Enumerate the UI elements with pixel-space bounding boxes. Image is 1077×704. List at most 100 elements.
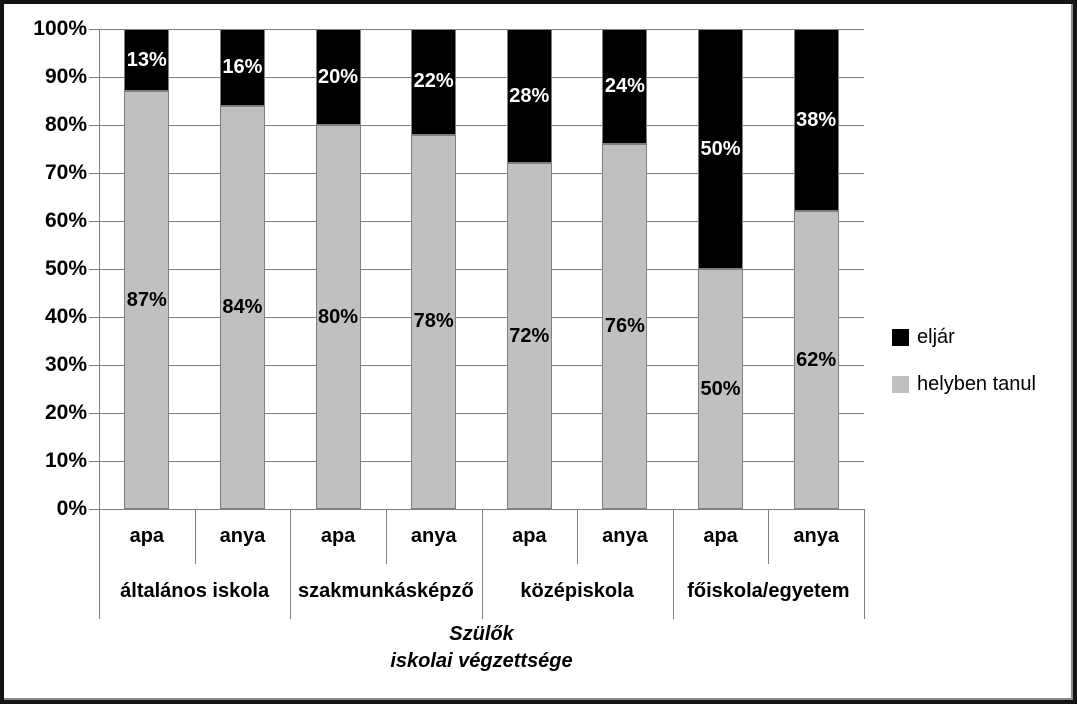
y-tick-mark xyxy=(89,413,99,414)
x-sub-label-6-anya: anya xyxy=(602,525,648,547)
y-tick-mark xyxy=(89,221,99,222)
y-tick-label: 40% xyxy=(44,305,87,328)
segment-helyben-tanul: 62% xyxy=(793,211,839,509)
gridline xyxy=(99,461,864,462)
y-tick-label: 100% xyxy=(33,17,87,40)
segment-value-label: 38% xyxy=(796,108,837,131)
legend: eljár helyben tanul xyxy=(892,322,1036,399)
x-axis-title: Szülők iskolai végzettsége xyxy=(99,621,864,675)
segment-helyben-tanul: 72% xyxy=(506,163,552,509)
y-tick-label: 80% xyxy=(44,113,87,136)
bar-kozepiskola-anya: 24% 76% xyxy=(602,29,648,509)
plot-area: 13% 87% 16% 84% 20% 80% 22% 78% 28% 72% 24% 76% 50% 5… xyxy=(99,29,864,510)
y-tick-mark xyxy=(89,509,99,510)
y-tick-mark xyxy=(89,173,99,174)
x-group-label-altalanos-iskola: általános iskola xyxy=(120,580,270,602)
y-tick-label: 50% xyxy=(44,257,87,280)
x-sub-label-8-anya: anya xyxy=(793,525,839,547)
segment-value-label: 87% xyxy=(126,288,167,311)
x-sub-label-1-apa: apa xyxy=(129,525,165,547)
segment-eljar: 38% xyxy=(793,29,839,212)
x-axis-title-line1: Szülők xyxy=(449,623,514,645)
segment-value-label: 78% xyxy=(413,310,454,333)
segment-value-label: 50% xyxy=(700,137,741,160)
segment-helyben-tanul: 87% xyxy=(124,91,170,509)
y-tick-label: 90% xyxy=(44,65,87,88)
legend-label: eljár xyxy=(917,325,955,348)
gridline xyxy=(99,365,864,366)
gridline xyxy=(99,269,864,270)
y-tick-label: 30% xyxy=(44,353,87,376)
legend-entry-helyben-tanul: helyben tanul xyxy=(892,369,1036,399)
segment-value-label: 28% xyxy=(509,84,550,107)
gridline xyxy=(99,29,864,30)
bar-foiskola-egyetem-anya: 38% 62% xyxy=(793,29,839,509)
y-tick-label: 0% xyxy=(56,497,87,520)
legend-entry-eljar: eljár xyxy=(892,322,1036,352)
category-separator-long xyxy=(99,509,100,619)
segment-value-label: 50% xyxy=(700,377,741,400)
segment-helyben-tanul: 50% xyxy=(698,269,744,509)
gridline xyxy=(99,173,864,174)
x-group-label-kozepiskola: középiskola xyxy=(520,580,634,602)
category-separator-long xyxy=(290,509,292,619)
category-separator-short xyxy=(577,509,579,564)
y-tick-label: 70% xyxy=(44,161,87,184)
legend-swatch-eljar xyxy=(892,328,909,346)
gridline xyxy=(99,413,864,414)
segment-value-label: 72% xyxy=(509,324,550,347)
segment-helyben-tanul: 84% xyxy=(219,105,265,509)
segment-value-label: 80% xyxy=(318,305,359,328)
x-sub-label-3-apa: apa xyxy=(320,525,356,547)
segment-eljar: 20% xyxy=(315,29,361,125)
category-separator-short xyxy=(385,509,387,564)
x-axis-label-band: apa anya apa anya apa anya apa anya általános is… xyxy=(99,509,865,619)
segment-eljar: 28% xyxy=(506,29,552,164)
gridline xyxy=(99,125,864,126)
y-tick-mark xyxy=(89,77,99,78)
segment-eljar: 16% xyxy=(219,29,265,106)
y-tick-mark xyxy=(89,125,99,126)
bar-kozepiskola-apa: 28% 72% xyxy=(506,29,552,509)
legend-label: helyben tanul xyxy=(917,372,1036,395)
bar-szakmunkaskepzo-apa: 20% 80% xyxy=(315,29,361,509)
segment-value-label: 24% xyxy=(604,75,645,98)
segment-eljar: 22% xyxy=(411,29,457,135)
y-tick-mark xyxy=(89,461,99,462)
category-separator-long xyxy=(672,509,674,619)
category-separator-short xyxy=(194,509,196,564)
segment-helyben-tanul: 80% xyxy=(315,125,361,509)
bar-foiskola-egyetem-apa: 50% 50% xyxy=(698,29,744,509)
y-tick-mark xyxy=(89,269,99,270)
segment-value-label: 16% xyxy=(222,55,263,78)
x-group-label-szakmunkaskepzo: szakmunkásképző xyxy=(298,580,474,602)
segment-value-label: 76% xyxy=(604,315,645,338)
x-sub-label-2-anya: anya xyxy=(219,525,266,547)
segment-eljar: 13% xyxy=(124,29,170,92)
gridline xyxy=(99,77,864,78)
y-tick-mark xyxy=(89,365,99,366)
segment-eljar: 50% xyxy=(698,29,744,269)
legend-swatch-helyben-tanul xyxy=(892,375,909,393)
segment-value-label: 13% xyxy=(126,48,167,71)
x-axis-title-line2: iskolai végzettsége xyxy=(390,650,573,672)
x-sub-label-7-apa: apa xyxy=(703,525,738,547)
category-separator-short xyxy=(768,509,770,564)
bar-altalanos-iskola-anya: 16% 84% xyxy=(219,29,265,509)
x-group-label-foiskola-egyetem: főiskola/egyetem xyxy=(687,580,850,602)
gridline xyxy=(99,221,864,222)
y-tick-label: 60% xyxy=(44,209,87,232)
segment-value-label: 20% xyxy=(318,65,359,88)
y-tick-label: 20% xyxy=(44,401,87,424)
y-tick-label: 10% xyxy=(44,449,87,472)
segment-helyben-tanul: 76% xyxy=(602,144,648,509)
category-separator-long xyxy=(481,509,483,619)
segment-value-label: 62% xyxy=(796,348,837,371)
category-separator-long xyxy=(864,509,865,619)
segment-helyben-tanul: 78% xyxy=(411,134,457,509)
y-tick-mark xyxy=(89,317,99,318)
bar-altalanos-iskola-apa: 13% 87% xyxy=(124,29,170,509)
bar-szakmunkaskepzo-anya: 22% 78% xyxy=(411,29,457,509)
segment-eljar: 24% xyxy=(602,29,648,145)
